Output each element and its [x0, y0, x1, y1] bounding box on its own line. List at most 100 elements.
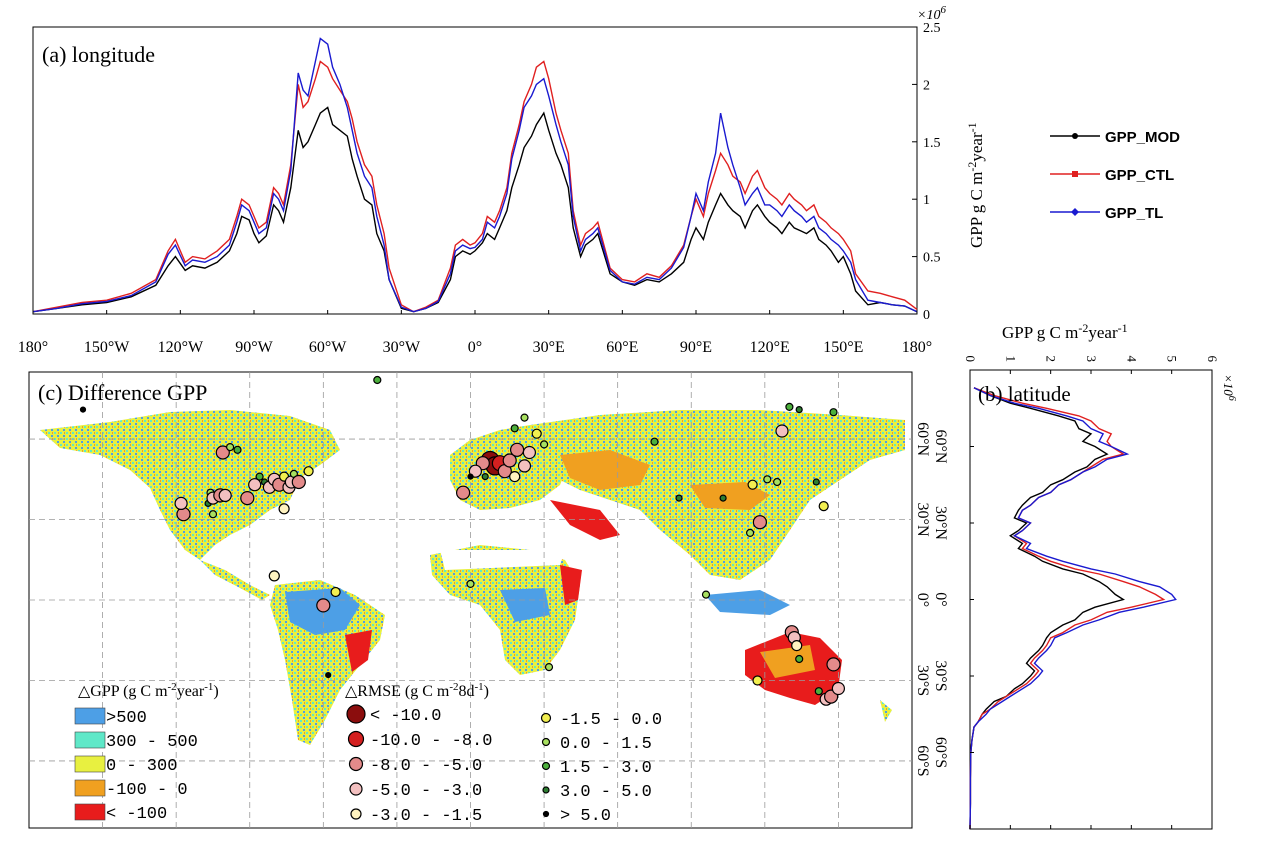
legend-marker-circle	[1072, 133, 1078, 139]
site-marker	[466, 579, 475, 588]
panel-b: GPP g C m-2year-1 0 1 2 3 4 5 6 60°N 30°N 0° 30°S…	[930, 310, 1270, 857]
site-marker	[795, 405, 803, 414]
y-tick-label: 1.5	[923, 136, 941, 151]
lat-label: 30°S	[914, 665, 931, 696]
site-marker	[818, 501, 829, 512]
site-marker	[772, 477, 782, 487]
rmse-legend-marker	[346, 704, 366, 724]
rmse-legend-label: 3.0 - 5.0	[560, 783, 652, 802]
y-tick-label: 0	[923, 308, 930, 323]
x-tick-label: 120°E	[750, 339, 790, 356]
plot-a-exponent: ×106	[917, 4, 946, 23]
site-marker	[650, 437, 659, 446]
legend-label: GPP_TL	[1105, 205, 1163, 222]
difference-map: 60°N 30°N 0° 30°S 60°S (c) Difference GPP △G…	[28, 371, 931, 829]
site-marker	[481, 472, 489, 481]
site-marker	[303, 466, 314, 477]
rmse-legend-marker	[541, 737, 551, 747]
site-marker	[814, 687, 823, 696]
lat-label: 30°N	[914, 503, 931, 537]
site-marker	[745, 528, 755, 537]
plot-b-exponent: ×106	[1221, 374, 1237, 401]
site-marker	[174, 496, 188, 510]
site-marker	[719, 494, 727, 502]
site-marker	[291, 474, 306, 490]
site-marker	[544, 663, 554, 672]
series-line-gpp-ctl	[32, 60, 918, 313]
x-tick-label: 120°W	[158, 339, 204, 356]
x-tick-label: 3	[1084, 356, 1099, 363]
plot-b-xlabel: GPP g C m-2year-1	[1002, 321, 1128, 342]
y-tick-label: 1	[923, 193, 930, 208]
legend-marker-diamond	[1071, 208, 1079, 216]
site-marker	[829, 408, 838, 417]
site-marker	[747, 479, 758, 490]
rmse-legend-label: 1.5 - 3.0	[560, 759, 652, 778]
gpp-legend-label: 300 - 500	[106, 733, 198, 752]
gpp-legend: △GPP (g C m-2year-1) >500 300 - 500 0 - 30…	[74, 681, 219, 824]
rmse-legend-marker	[348, 756, 364, 772]
x-tick-label: 0°	[468, 339, 482, 356]
plot-a-x-ticks: 180° 150°W 120°W 90°W 60°W 30°W 0° 30°E 60°E 90°E…	[18, 310, 932, 356]
site-marker	[795, 654, 804, 664]
site-marker	[373, 375, 382, 385]
rmse-legend-label: -8.0 - -5.0	[370, 757, 482, 776]
longitude-chart: 180° 150°W 120°W 90°W 60°W 30°W 0° 30°E 60°E 90°E…	[18, 4, 1180, 356]
x-tick-label: 90°W	[235, 339, 273, 356]
gpp-legend-label: >500	[106, 709, 147, 728]
map-title: (c) Difference GPP	[38, 380, 207, 405]
site-marker	[775, 424, 789, 438]
site-marker	[812, 478, 820, 486]
x-tick-label: 150°W	[84, 339, 130, 356]
rmse-legend-marker	[542, 810, 550, 818]
y-tick-label: 30°S	[932, 660, 949, 691]
site-marker	[226, 442, 235, 452]
site-marker	[517, 459, 532, 473]
gpp-legend-label: -100 - 0	[106, 781, 188, 800]
plot-b-x-ticks: 0 1 2 3 4 5 6	[963, 356, 1220, 829]
plot-a-ylabel: GPP g C m-2year-1	[965, 122, 986, 248]
site-marker	[509, 442, 525, 457]
land-brazil-red	[345, 630, 372, 672]
series-line-gpp-ctl	[969, 387, 1166, 830]
x-tick-label: 4	[1124, 356, 1139, 363]
rmse-legend-label: 0.0 - 1.5	[560, 735, 652, 754]
site-marker	[208, 510, 218, 519]
map-sites	[79, 375, 846, 706]
x-tick-label: 5	[1165, 356, 1180, 363]
x-tick-label: 90°E	[680, 339, 712, 356]
legend-label: GPP_MOD	[1105, 129, 1180, 146]
panel-a: 180° 150°W 120°W 90°W 60°W 30°W 0° 30°E 60°E 90°E…	[0, 0, 1270, 365]
plot-b-y-ticks: 60°N 30°N 0° 30°S 60°S	[932, 430, 974, 768]
x-tick-label: 180°	[18, 339, 48, 356]
site-marker	[316, 598, 331, 613]
series-line-gpp-mod	[32, 106, 918, 313]
rmse-legend-marker	[350, 808, 362, 820]
site-marker	[248, 478, 262, 492]
legend-marker-square	[1072, 171, 1078, 177]
site-marker	[509, 470, 521, 483]
x-tick-label: 180°	[902, 339, 932, 356]
lat-label: 60°S	[914, 745, 931, 776]
land-east-africa-red	[560, 565, 582, 605]
land-central-america	[200, 560, 270, 600]
rmse-legend-marker	[541, 761, 551, 771]
land-australia-orange	[760, 645, 815, 678]
site-marker	[701, 590, 711, 599]
y-tick-label: 60°N	[932, 430, 949, 464]
rmse-legend-label: -1.5 - 0.0	[560, 711, 662, 730]
rmse-legend-marker	[540, 712, 552, 724]
x-tick-label: 1	[1003, 356, 1018, 363]
site-marker	[752, 675, 763, 686]
x-tick-label: 60°E	[606, 339, 638, 356]
gpp-legend-swatch	[74, 779, 106, 797]
land-nz	[880, 700, 892, 722]
legend-label: GPP_CTL	[1105, 167, 1174, 184]
x-tick-label: 60°W	[309, 339, 347, 356]
site-marker	[218, 488, 232, 502]
site-marker	[467, 473, 474, 480]
gpp-legend-swatch	[74, 731, 106, 749]
plot-a-title: (a) longitude	[42, 42, 155, 67]
site-marker	[522, 445, 537, 460]
site-marker	[456, 485, 471, 500]
